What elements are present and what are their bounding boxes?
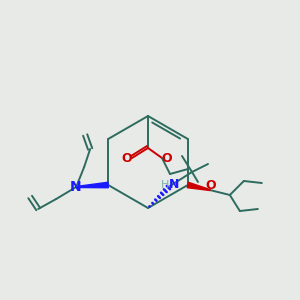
Polygon shape — [187, 182, 210, 190]
Polygon shape — [76, 182, 108, 188]
Text: O: O — [122, 152, 132, 166]
Text: H: H — [161, 180, 169, 190]
Text: N: N — [69, 180, 81, 194]
Text: O: O — [162, 152, 172, 164]
Text: N: N — [169, 178, 179, 191]
Text: O: O — [206, 178, 216, 191]
